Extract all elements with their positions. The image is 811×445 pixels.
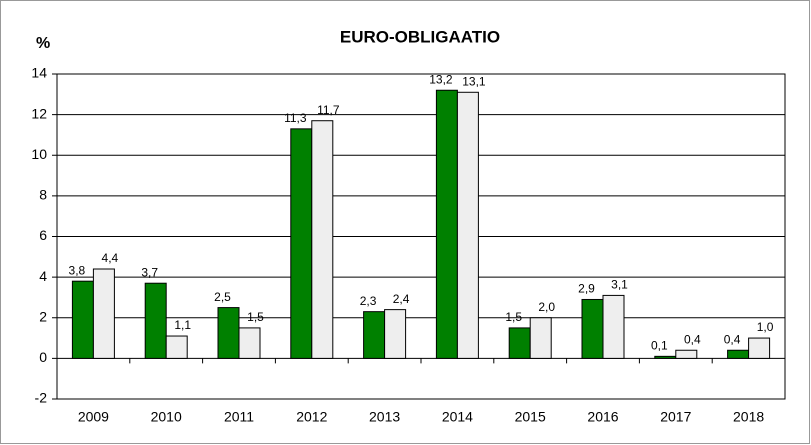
data-label: 2,3 <box>360 294 377 308</box>
y-tick-label: 12 <box>31 105 47 121</box>
bar <box>311 120 334 359</box>
data-label: 3,1 <box>611 278 628 292</box>
bar <box>238 327 261 359</box>
bar <box>654 355 677 359</box>
data-label: 0,4 <box>684 332 701 346</box>
y-tick-label: 8 <box>39 187 47 203</box>
y-tick-label: 2 <box>39 308 47 324</box>
y-axis-label: % <box>36 35 50 52</box>
bar <box>144 282 167 359</box>
data-label: 0,4 <box>724 332 741 346</box>
x-tick-label: 2011 <box>224 409 254 425</box>
bar <box>748 337 771 359</box>
x-tick-label: 2013 <box>369 409 400 425</box>
x-tick-label: 2012 <box>296 409 327 425</box>
data-label: 2,0 <box>538 300 555 314</box>
data-label: 13,2 <box>429 72 453 86</box>
bar <box>456 91 479 359</box>
chart-title: EURO-OBLIGAATIO <box>340 27 500 46</box>
data-label: 4,4 <box>102 251 119 265</box>
x-tick-label: 2010 <box>151 409 182 425</box>
bar <box>529 317 552 359</box>
data-label: 11,3 <box>284 111 307 125</box>
bar <box>581 298 604 359</box>
x-tick-label: 2017 <box>660 409 691 425</box>
bar <box>602 294 625 359</box>
bar <box>384 309 407 359</box>
data-label: 3,7 <box>141 265 158 279</box>
data-label: 2,4 <box>393 292 410 306</box>
bar <box>675 349 698 359</box>
bar <box>71 280 94 359</box>
y-tick-label: -2 <box>35 390 48 406</box>
bar <box>290 128 313 359</box>
y-tick-label: 10 <box>31 146 47 162</box>
x-tick-label: 2016 <box>587 409 618 425</box>
y-tick-label: 4 <box>39 268 47 284</box>
bar <box>363 311 386 359</box>
bar <box>165 335 188 359</box>
data-label: 1,5 <box>247 310 264 324</box>
data-label: 0,1 <box>651 339 668 353</box>
plot-border <box>56 73 786 400</box>
x-tick-label: 2009 <box>78 409 109 425</box>
data-label: 1,5 <box>505 310 522 324</box>
x-tick-label: 2015 <box>515 409 546 425</box>
y-tick-label: 6 <box>39 227 47 243</box>
bar <box>727 349 750 359</box>
bar <box>435 89 458 359</box>
bar <box>92 268 115 359</box>
data-label: 1,0 <box>757 320 774 334</box>
data-label: 3,8 <box>69 263 86 277</box>
x-tick-label: 2014 <box>442 409 473 425</box>
data-label: 11,7 <box>317 103 340 117</box>
data-label: 13,1 <box>462 74 486 88</box>
data-label: 2,5 <box>214 290 231 304</box>
x-tick-label: 2018 <box>733 409 764 425</box>
data-label: 2,9 <box>578 282 595 296</box>
y-tick-label: 0 <box>39 349 47 365</box>
y-tick-label: 14 <box>31 65 47 81</box>
bar <box>508 327 531 359</box>
bar <box>217 307 240 359</box>
data-label: 1,1 <box>174 318 191 332</box>
